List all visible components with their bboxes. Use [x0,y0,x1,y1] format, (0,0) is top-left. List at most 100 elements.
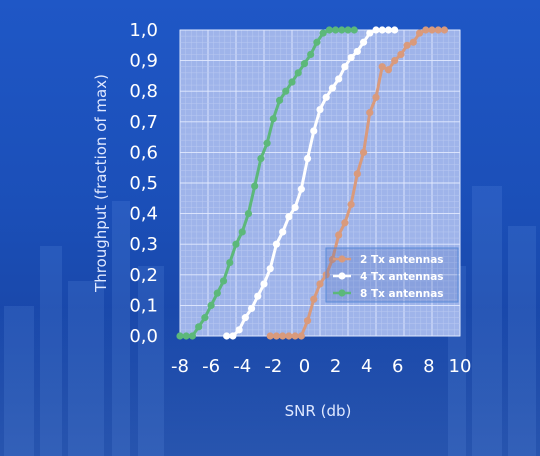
data-point [331,26,340,34]
data-point [269,115,277,123]
data-point [235,326,243,334]
data-point [297,185,305,193]
legend-swatch-marker [338,272,346,280]
data-point [440,26,449,34]
data-point [338,26,346,34]
data-point [307,50,315,59]
data-point [322,93,330,101]
data-point [378,63,386,71]
data-point [310,295,318,303]
data-point [176,332,184,340]
data-point [232,240,240,248]
y-tick-label: 0,6 [129,142,158,163]
data-point [313,38,321,46]
data-point [403,41,411,49]
data-point [291,332,299,340]
x-tick-label: 8 [423,356,434,377]
data-point [282,87,290,95]
data-point [300,60,309,68]
data-point [391,26,399,34]
data-point [254,292,262,300]
data-point [391,57,399,65]
data-point [201,314,209,322]
data-point [316,280,324,288]
data-point [285,332,293,340]
x-tick-label: 2 [330,356,341,377]
data-point [219,277,228,285]
data-point [229,332,237,340]
data-point [260,280,268,288]
x-tick-label: 6 [392,356,403,377]
data-point [294,69,302,77]
data-point [328,255,337,264]
data-point [279,228,287,236]
data-point [366,109,374,117]
data-point [241,314,249,322]
data-point [434,26,442,34]
data-point [384,26,393,34]
data-point [303,154,312,163]
data-point [316,105,324,114]
data-point [415,29,424,37]
data-point [328,84,337,92]
x-tick-label: 10 [449,356,472,377]
data-point [257,154,265,163]
data-point [372,26,380,34]
y-tick-label: 0,7 [129,112,158,133]
data-point [409,38,417,46]
data-point [359,148,368,156]
data-point [207,301,215,309]
legend: 2 Tx antennas 4 Tx antennas 8 Tx antennas [325,247,459,303]
data-point [347,53,355,62]
data-point [285,213,293,221]
data-point [266,265,274,273]
data-point [279,332,287,340]
x-axis-label: SNR (db) [285,402,352,420]
x-tick-label: -6 [202,356,220,377]
x-tick-label: 4 [361,356,372,377]
y-tick-label: 0,8 [129,81,158,102]
legend-swatch-marker [338,289,346,297]
y-tick-label: 1,0 [129,20,158,41]
legend-entry-label: 8 Tx antennas [360,288,444,300]
x-axis-ticks: -8 -6 -4 -2 0 2 4 6 8 10 [171,356,471,377]
data-point [297,332,305,340]
data-point [238,228,246,236]
x-tick-label: -2 [264,356,282,377]
data-point [397,50,405,59]
y-axis-label: Throughput (fraction of max) [92,74,110,293]
data-point [341,63,349,71]
y-tick-label: 0,3 [129,234,158,255]
data-point [366,29,374,37]
data-point [378,26,386,34]
y-tick-label: 0,1 [129,295,158,316]
data-point [350,26,358,34]
data-point [195,323,203,331]
data-point [244,210,253,218]
data-point [310,127,318,135]
y-axis-ticks: 0,0 0,1 0,2 0,3 0,4 0,5 0,6 0,7 0,8 0,9 1,0 [129,20,158,347]
data-point [226,258,234,267]
data-point [353,47,361,56]
data-point [303,317,312,325]
data-point [251,182,259,190]
data-point [372,93,380,101]
data-point [384,66,393,74]
data-point [275,96,284,104]
data-point [335,75,343,83]
data-point [272,332,281,340]
data-point [344,26,352,34]
data-point [291,203,299,212]
data-point [422,26,430,34]
data-point [428,26,436,34]
data-point [223,332,231,340]
data-point [335,231,343,239]
y-tick-label: 0,0 [129,326,158,347]
series-4-tx-antennas [223,26,399,340]
data-point [353,170,361,178]
data-point [325,26,333,34]
y-tick-label: 0,4 [129,204,158,225]
data-point [263,139,271,147]
data-point [319,29,327,37]
